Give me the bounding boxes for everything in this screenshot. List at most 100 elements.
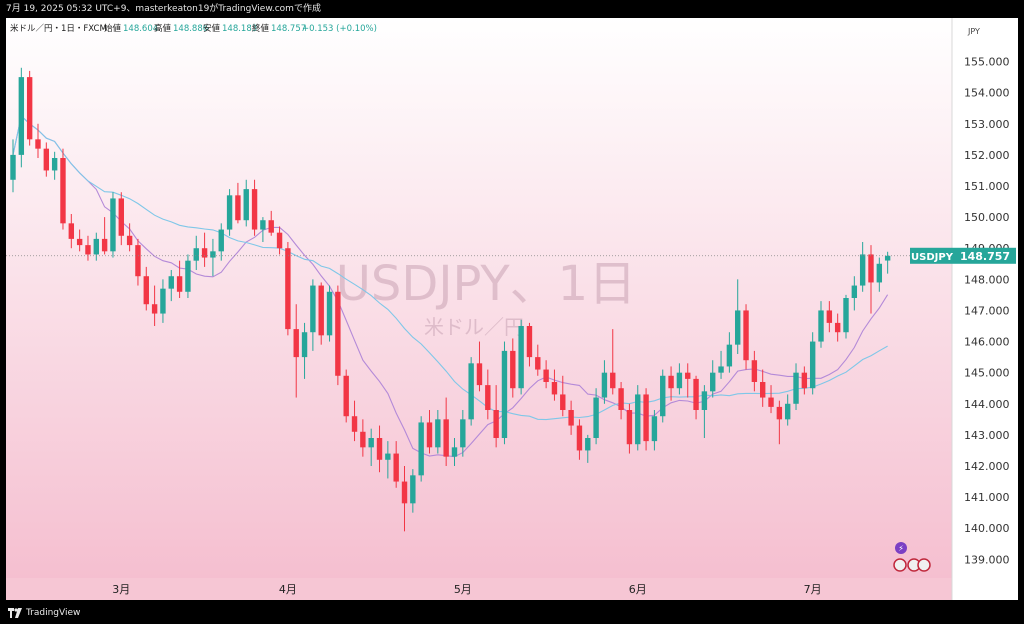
currency-label[interactable]: JPY xyxy=(967,27,980,36)
event-markers[interactable]: ⚡ xyxy=(893,542,931,572)
price-tick-label: 140.000 xyxy=(964,522,1010,535)
candle xyxy=(476,341,483,392)
price-tick-label: 152.000 xyxy=(964,149,1010,162)
lightning-event-icon[interactable] xyxy=(895,542,907,554)
ma-long-line xyxy=(12,114,888,421)
candle xyxy=(260,217,266,242)
candle xyxy=(510,338,516,398)
candle xyxy=(360,419,366,457)
candle-body xyxy=(160,288,166,314)
candle xyxy=(176,260,183,298)
candle xyxy=(743,304,749,370)
candle-body xyxy=(76,238,83,246)
candle-body xyxy=(601,372,608,398)
candle-body xyxy=(393,453,399,482)
candle-body xyxy=(18,77,25,155)
price-tick-label: 142.000 xyxy=(964,460,1010,473)
candle-body xyxy=(351,416,358,432)
candle-body xyxy=(568,410,574,426)
candle-body xyxy=(635,394,641,445)
candle-body xyxy=(801,372,808,389)
candle xyxy=(585,434,591,463)
candle-body xyxy=(593,397,599,438)
time-axis[interactable]: 3月 4月 5月 6月 7月 xyxy=(112,583,821,596)
candle-body xyxy=(35,139,41,149)
candle-body xyxy=(43,148,50,171)
candle xyxy=(376,425,383,473)
candle xyxy=(143,266,149,311)
candle-body xyxy=(676,372,683,389)
candle xyxy=(268,210,274,236)
candle-body xyxy=(426,422,433,448)
candle xyxy=(343,369,349,423)
candle xyxy=(43,142,50,177)
candle-body xyxy=(401,481,408,504)
candle xyxy=(535,344,541,376)
us-flag-event-icon-3[interactable] xyxy=(917,558,931,572)
candle-body xyxy=(876,263,883,283)
candle-body xyxy=(176,276,183,292)
legend-high-label: 高値 xyxy=(154,23,172,34)
candle-body xyxy=(543,369,549,382)
candle xyxy=(426,410,433,454)
candle xyxy=(60,148,66,230)
candle-body xyxy=(101,238,108,252)
candle-body xyxy=(851,285,858,298)
price-tick-label: 143.000 xyxy=(964,429,1010,442)
candle xyxy=(676,363,683,395)
candle xyxy=(251,179,258,236)
candle xyxy=(560,375,566,417)
price-tick-label: 153.000 xyxy=(964,118,1010,131)
candle xyxy=(726,332,733,373)
candle-body xyxy=(451,447,458,457)
candle xyxy=(118,192,124,246)
candle-body xyxy=(168,276,174,289)
candle xyxy=(160,279,166,323)
candle xyxy=(809,332,816,395)
candle xyxy=(485,369,491,420)
candle-body xyxy=(859,254,866,286)
legend-low: 148.183 xyxy=(222,24,257,34)
candle-body xyxy=(626,410,633,445)
candle xyxy=(793,363,799,410)
candle-body xyxy=(126,235,133,246)
candle-body xyxy=(235,195,241,221)
candle-body xyxy=(51,158,58,171)
candle xyxy=(601,360,608,404)
candle xyxy=(685,363,691,398)
candle-body xyxy=(418,422,424,476)
candle-body xyxy=(185,260,191,292)
candle-body xyxy=(726,344,733,367)
candle xyxy=(884,251,891,274)
candle xyxy=(235,182,241,224)
candle xyxy=(126,223,133,252)
candle-body xyxy=(576,425,583,451)
us-flag-event-icon-1[interactable] xyxy=(893,558,907,572)
time-tick-label: 7月 xyxy=(804,583,822,596)
candle xyxy=(551,369,558,401)
chart-panel[interactable]: USDJPY、1日 米ドル／円 155.000 154.000 153.000 152… xyxy=(6,18,1018,600)
candle xyxy=(851,276,858,311)
candle-body xyxy=(551,382,558,395)
candle-body xyxy=(884,255,891,261)
price-axis[interactable]: 155.000 154.000 153.000 152.000 151.000 150.0… xyxy=(964,56,1010,567)
candle xyxy=(610,329,616,395)
candle xyxy=(518,319,524,395)
legend-symbol: 米ドル／円・1日・FXCM xyxy=(10,23,107,34)
legend-low-label: 安値 xyxy=(203,23,221,34)
price-tick-label: 141.000 xyxy=(964,491,1010,504)
candle-body xyxy=(26,77,33,140)
candles xyxy=(10,67,891,532)
candle-body xyxy=(110,198,116,252)
price-tick-label: 147.000 xyxy=(964,304,1010,317)
time-tick-label: 3月 xyxy=(112,583,130,596)
candle-body xyxy=(560,394,566,410)
price-chart[interactable]: USDJPY、1日 米ドル／円 155.000 154.000 153.000 152… xyxy=(6,18,1018,600)
candle-body xyxy=(468,363,474,420)
candle xyxy=(776,400,783,445)
candle xyxy=(501,341,508,445)
candle-body xyxy=(826,310,833,323)
candle-body xyxy=(151,304,158,314)
candle-body xyxy=(243,189,249,221)
candle-body xyxy=(710,372,716,392)
